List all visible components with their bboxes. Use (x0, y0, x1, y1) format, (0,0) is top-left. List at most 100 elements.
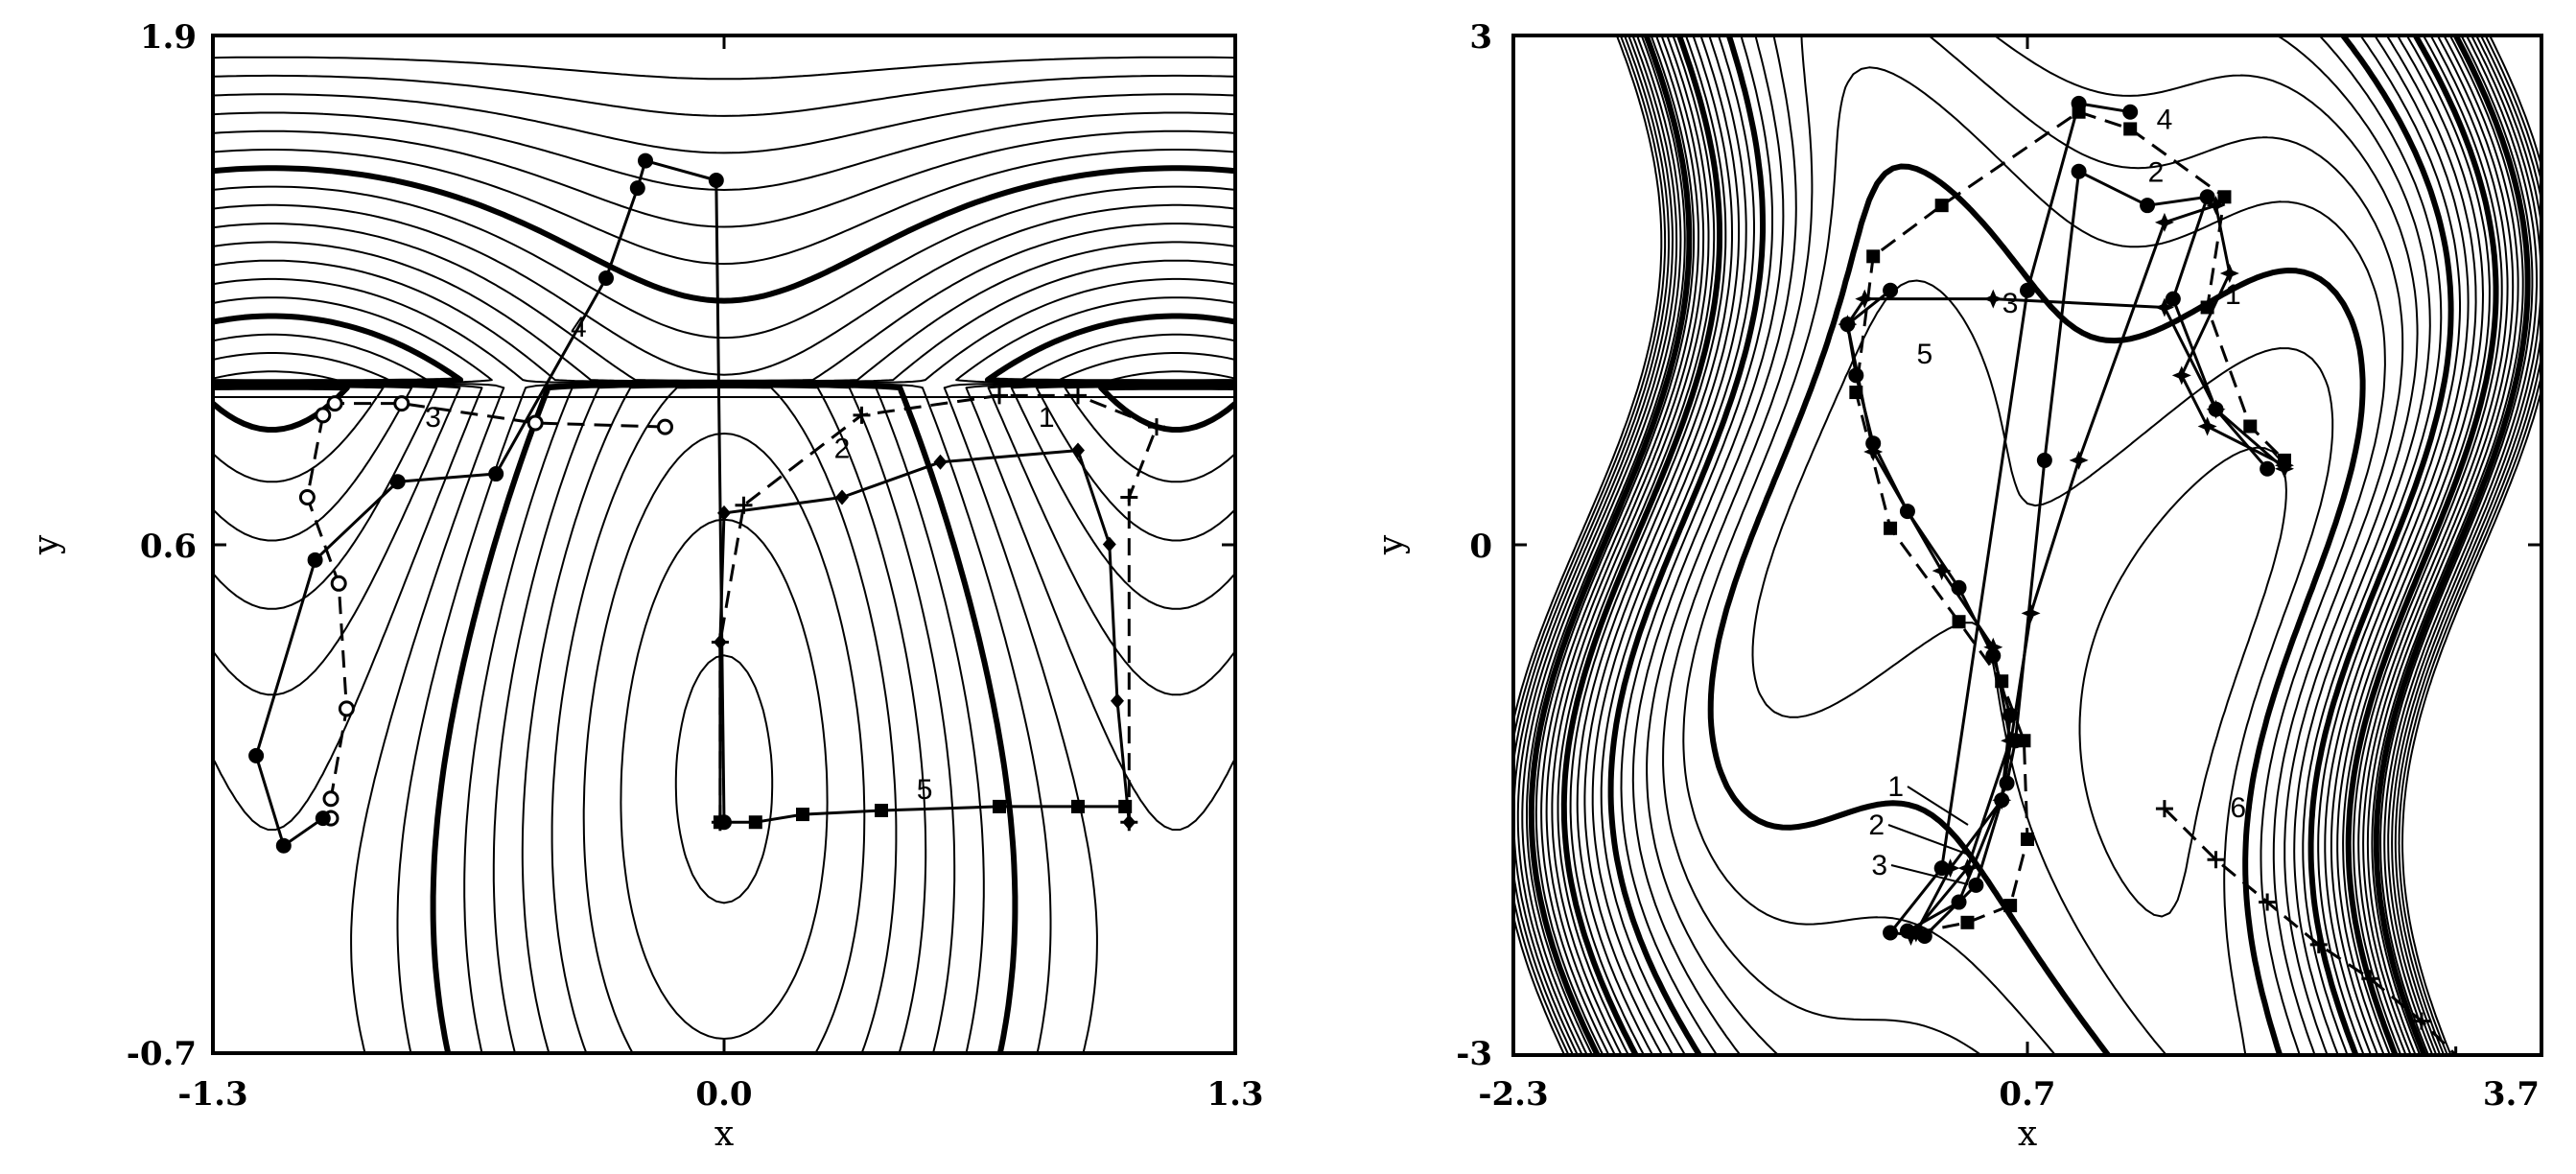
right-series-5-point (1839, 317, 1856, 333)
right-series-3-point (1983, 637, 2003, 657)
left-series-2-point (735, 496, 753, 514)
right-contour-line (1513, 35, 2541, 1055)
right-series-4-point (2278, 453, 2291, 467)
left-contour-lines (213, 56, 1235, 1053)
right-series-4-point (1866, 249, 1881, 264)
right-series-6-point (2207, 851, 2225, 869)
right-series-5-point (1985, 647, 2002, 664)
left-series-1-point (1111, 693, 1124, 709)
left-series-1-label: 1 (1039, 402, 1055, 434)
right-series-1-point (2219, 264, 2239, 284)
right-series-6-point (2447, 1046, 2465, 1055)
right-series-5-point (1883, 925, 1899, 941)
right-y-tick-bottom: -3 (1456, 1035, 1492, 1073)
right-series-2-point (2140, 198, 2156, 214)
right-series-5-point (1933, 860, 1950, 877)
right-series-1-point (2206, 196, 2226, 216)
right-series-2-point (2165, 291, 2181, 307)
right-y-tick-mid: 0 (1469, 528, 1492, 566)
right-series-4-point (1952, 615, 1966, 629)
left-series-1-point (1102, 536, 1116, 552)
right-contour-line (1528, 35, 2531, 1055)
right-contour-line (1662, 35, 2404, 1055)
right-series-6-label: 6 (2230, 792, 2246, 824)
right-series-4-point (1960, 915, 1975, 929)
left-series-5-point (713, 815, 727, 830)
right-y-axis-label: y (1371, 534, 1411, 555)
right-series-1: 1 (1906, 196, 2294, 943)
left-series-3-point (527, 414, 544, 432)
right-x-tick-mid: 0.7 (1999, 1075, 2055, 1114)
right-end-label-3-leader (1890, 864, 1969, 885)
left-series-4-point (389, 474, 406, 490)
left-contour-line (213, 129, 1235, 228)
left-series-4-point (307, 552, 323, 568)
right-series-6-point (2309, 935, 2328, 953)
right-contour-line (1551, 35, 2509, 1055)
right-contour-line (1631, 35, 2431, 1055)
right-series-5: 5 (1839, 95, 2139, 944)
right-contour-line (2078, 446, 2287, 918)
right-series-4-point (2243, 419, 2258, 434)
right-series-2: 2 (1899, 156, 2276, 939)
left-series-4-point (275, 837, 292, 854)
right-series-4-point (1884, 521, 1898, 535)
right-series-5-point (1848, 367, 1864, 384)
right-series-2-label: 2 (2148, 156, 2165, 188)
right-tick-marks (1513, 35, 2541, 1055)
right-series-1-point (2197, 416, 2217, 436)
right-series-3-point (2001, 731, 2021, 751)
right-series-4-label: 4 (2157, 104, 2173, 135)
left-series-3-point (326, 395, 343, 412)
right-end-label-2-leader (1887, 824, 1967, 855)
right-x-tick-left: -2.3 (1478, 1075, 1548, 1114)
left-x-tick-left: -1.3 (177, 1075, 247, 1114)
right-contour-line (1583, 35, 2477, 1055)
left-series-4-point (629, 180, 645, 197)
right-end-label-2: 2 (1868, 810, 1885, 841)
left-contour-line (550, 387, 898, 1053)
left-contour-line (620, 518, 829, 1040)
right-series-2-point (2199, 189, 2215, 205)
right-series-3-point (2154, 297, 2174, 317)
right-series-2-point (2071, 163, 2087, 179)
left-contour-line (213, 277, 1235, 1053)
right-contour-line (1576, 35, 2484, 1055)
right-contour-line (1607, 35, 2454, 1055)
right-series-3-point (2206, 399, 2226, 419)
right-series-3-line (1845, 297, 2285, 937)
left-series-5-point (1071, 799, 1085, 813)
right-series-4-point (2200, 300, 2214, 315)
left-series-5-point (875, 803, 888, 817)
left-series-3-point (315, 407, 332, 424)
right-y-tick-top: 3 (1469, 18, 1492, 57)
right-series-5-point (2122, 104, 2139, 120)
right-series-5-point (1883, 282, 1899, 298)
right-contour-line (1540, 35, 2519, 1055)
left-series-5-point (993, 799, 1006, 813)
right-series-2-point (2036, 452, 2052, 468)
right-series-5-point (2020, 282, 2035, 298)
right-end-label-3: 3 (1871, 850, 1887, 881)
left-contour-line (213, 93, 1235, 154)
left-series-1-point (835, 489, 849, 505)
right-contour-line (1534, 35, 2524, 1055)
left-contour-line (213, 111, 1235, 191)
right-series-1-label: 1 (2225, 279, 2241, 311)
right-series-3-point (1932, 561, 1952, 581)
right-contour-line (1560, 35, 2499, 1055)
right-contour-line (1682, 66, 2386, 1055)
right-series-6-point (2412, 1012, 2430, 1030)
right-end-label-1-leader (1907, 786, 1969, 826)
left-contour-line (213, 56, 1235, 81)
left-series-3-point (657, 418, 673, 435)
right-series-5-point (2071, 95, 2087, 111)
left-y-tick-bottom: -0.7 (127, 1035, 197, 1073)
right-series-5-label: 5 (1916, 339, 1932, 370)
right-series-3-point (1957, 858, 1978, 879)
left-series-5-point (796, 808, 809, 822)
left-series-3-point (393, 395, 410, 412)
